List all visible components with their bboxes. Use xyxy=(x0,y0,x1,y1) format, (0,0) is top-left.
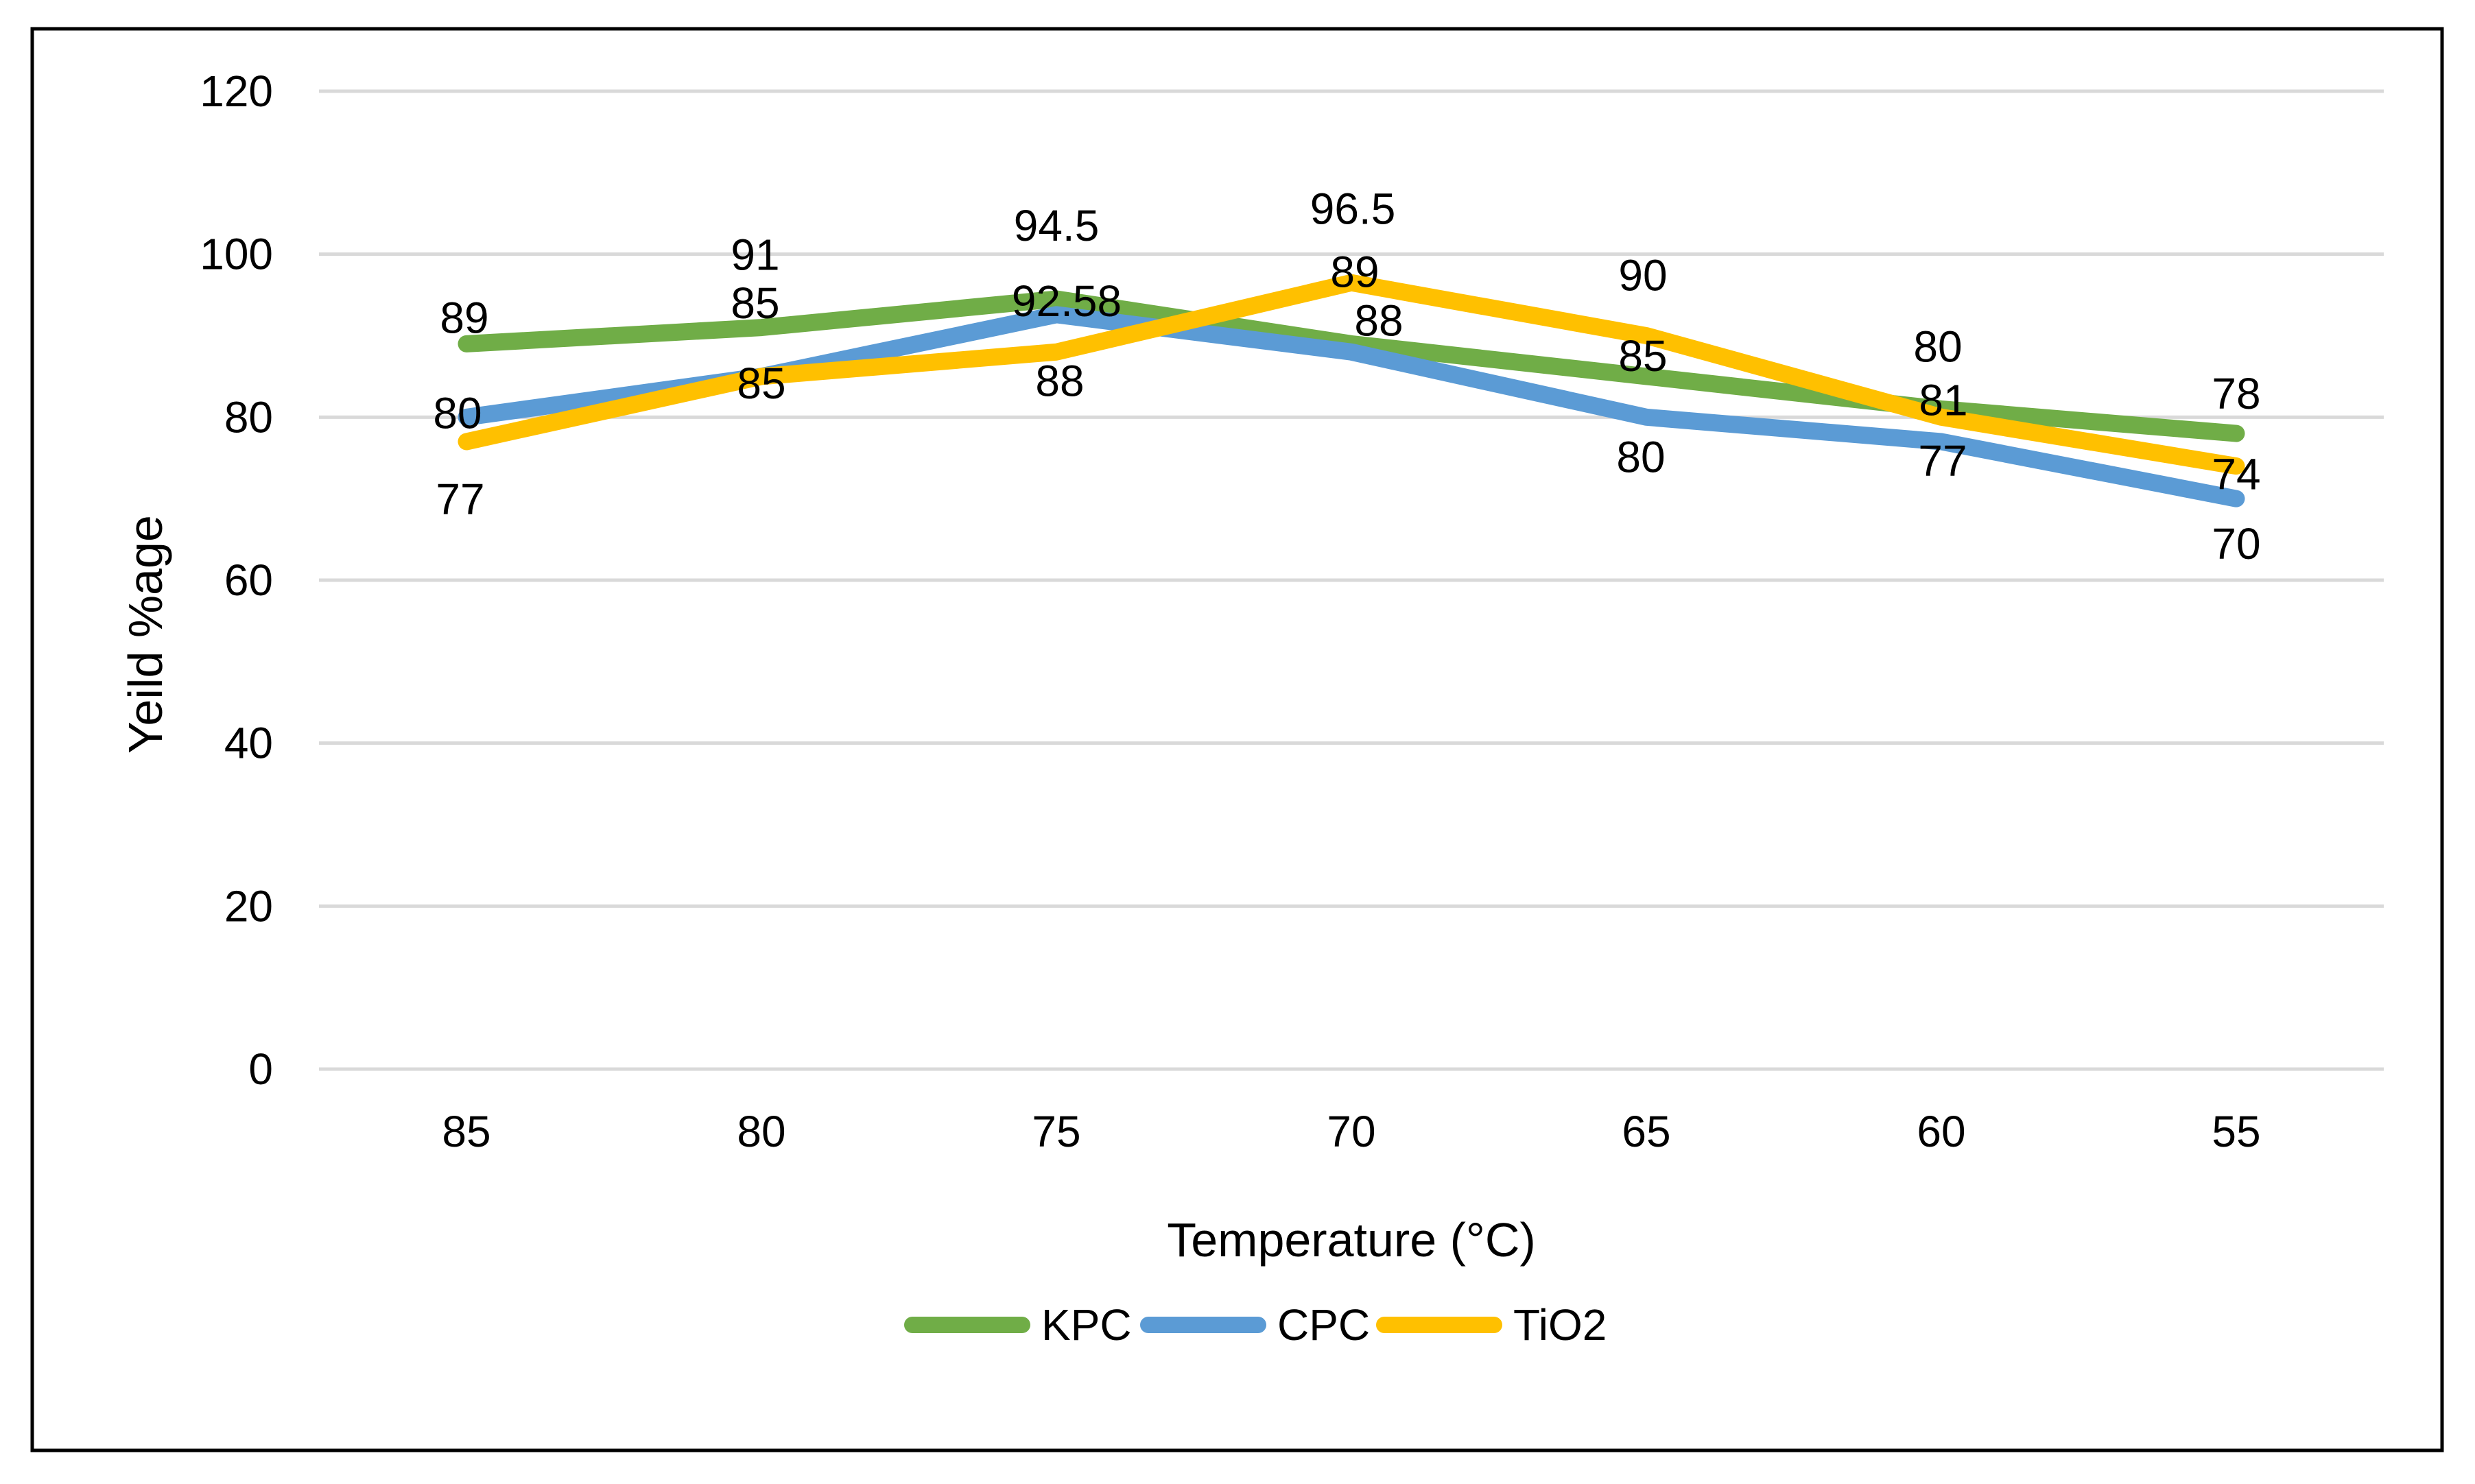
x-tick-label: 75 xyxy=(1032,1107,1080,1156)
chart-border xyxy=(30,27,2444,1452)
legend-swatch-TiO2 xyxy=(1376,1317,1502,1333)
data-label-KPC: 85 xyxy=(1618,331,1667,381)
data-label-TiO2: 80 xyxy=(1913,322,1962,371)
data-label-KPC: 89 xyxy=(1330,247,1379,296)
data-label-TiO2: 74 xyxy=(2212,450,2260,499)
x-tick-label: 80 xyxy=(737,1107,785,1156)
x-tick-label: 65 xyxy=(1622,1107,1670,1156)
data-label-TiO2: 85 xyxy=(737,359,785,408)
y-tick-label: 0 xyxy=(248,1044,273,1094)
data-label-CPC: 80 xyxy=(1616,432,1665,481)
data-label-KPC: 91 xyxy=(731,230,779,280)
x-tick-label: 55 xyxy=(2212,1107,2260,1156)
data-label-KPC: 94.5 xyxy=(1014,201,1100,250)
series-line-TiO2 xyxy=(458,274,2245,475)
data-label-KPC: 81 xyxy=(1919,375,1967,424)
legend-item-KPC: KPC xyxy=(904,1300,1132,1350)
data-label-TiO2: 90 xyxy=(1618,251,1667,300)
series-lines-group xyxy=(458,274,2245,507)
x-axis-title: Temperature (°C) xyxy=(1167,1213,1536,1267)
data-label-TiO2: 88 xyxy=(1035,356,1084,405)
legend: KPC CPC TiO2 xyxy=(904,1300,1607,1350)
x-axis-tick-labels: 85 80 75 70 65 60 55 xyxy=(442,1107,2260,1156)
legend-swatch-CPC xyxy=(1140,1317,1266,1333)
data-label-KPC: 89 xyxy=(440,293,488,342)
x-tick-label: 60 xyxy=(1917,1107,1965,1156)
y-tick-label: 120 xyxy=(200,67,273,116)
data-label-CPC: 88 xyxy=(1354,296,1403,345)
data-labels-group: 89 91 94.5 89 85 81 78 80 85 92.58 88 80 77 70 77 85 88 9… xyxy=(433,184,2260,569)
data-label-TiO2: 96.5 xyxy=(1310,184,1396,233)
data-label-TiO2: 77 xyxy=(436,475,484,524)
gridlines-group xyxy=(319,89,2384,1071)
y-tick-label: 80 xyxy=(224,392,273,442)
x-tick-label: 70 xyxy=(1327,1107,1375,1156)
y-tick-label: 100 xyxy=(200,230,273,279)
legend-item-TiO2: TiO2 xyxy=(1376,1300,1607,1350)
data-label-CPC: 92.58 xyxy=(1012,276,1122,326)
data-label-KPC: 78 xyxy=(2212,369,2260,418)
legend-label-TiO2: TiO2 xyxy=(1513,1300,1607,1350)
legend-item-CPC: CPC xyxy=(1140,1300,1370,1350)
y-tick-label: 60 xyxy=(224,555,273,605)
legend-label-CPC: CPC xyxy=(1277,1300,1370,1350)
legend-swatch-KPC xyxy=(904,1317,1030,1333)
y-axis-title: Yeild %age xyxy=(119,515,172,754)
y-tick-label: 40 xyxy=(224,719,273,768)
y-tick-label: 20 xyxy=(224,881,273,931)
data-label-CPC: 85 xyxy=(731,278,779,328)
legend-label-KPC: KPC xyxy=(1041,1300,1132,1350)
y-axis-tick-labels: 0 20 40 60 80 100 120 xyxy=(200,67,273,1094)
x-tick-label: 85 xyxy=(442,1107,490,1156)
data-label-CPC: 80 xyxy=(433,388,482,438)
data-label-CPC: 70 xyxy=(2212,519,2260,569)
data-label-CPC: 77 xyxy=(1918,436,1967,486)
